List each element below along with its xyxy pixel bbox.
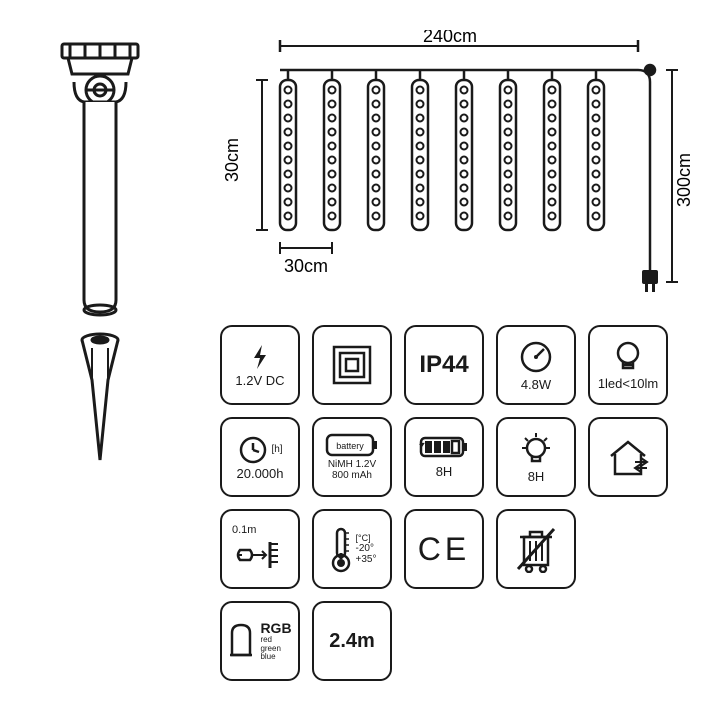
spec-lumen: 1led<10lm (588, 325, 668, 405)
spec-weee (496, 509, 576, 589)
spec-class3 (312, 325, 392, 405)
spec-grid: 1.2V DCIP444.8W1led<10lm[h]20.000hbatter… (220, 325, 668, 681)
spec-power: 4.8W (496, 325, 576, 405)
svg-text:battery: battery (336, 441, 364, 451)
stake-illustration (40, 40, 160, 470)
tube-diagram: 240cm 30cm 30cm 300cm (220, 30, 700, 320)
dim-spacing: 30cm (284, 256, 328, 276)
dim-top: 240cm (423, 30, 477, 46)
spec-length: 2.4m (312, 601, 392, 681)
spec-hours: [h]20.000h (220, 417, 300, 497)
spec-ip: IP44 (404, 325, 484, 405)
spec-sensor: 0.1m (220, 509, 300, 589)
spec-indoor-outdoor (588, 417, 668, 497)
spec-charge: 8H (404, 417, 484, 497)
spec-runtime: 8H (496, 417, 576, 497)
spec-rgb: RGBredgreenblue (220, 601, 300, 681)
spec-sheet: 240cm 30cm 30cm 300cm (0, 0, 720, 720)
dim-cable: 300cm (674, 153, 694, 207)
spec-temp: [°C]-20°+35° (312, 509, 392, 589)
dim-height: 30cm (222, 138, 242, 182)
spec-voltage: 1.2V DC (220, 325, 300, 405)
spec-battery: batteryNiMH 1.2V800 mAh (312, 417, 392, 497)
spec-ce: CE (404, 509, 484, 589)
